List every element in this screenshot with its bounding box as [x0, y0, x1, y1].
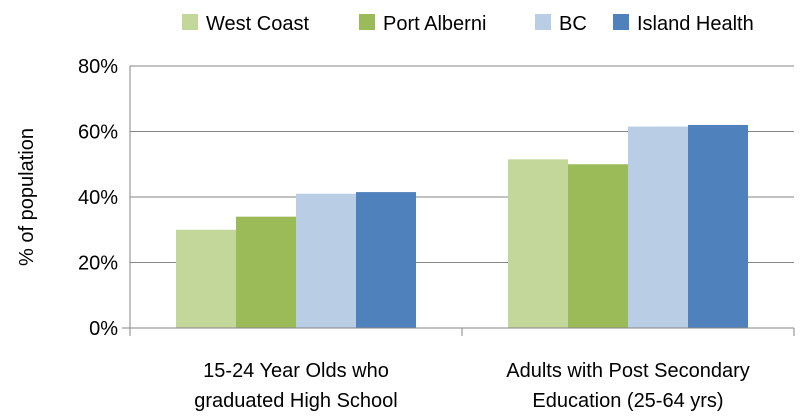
legend-label: BC: [559, 13, 587, 35]
y-tick-label: 60%: [78, 122, 118, 144]
legend-item: West Coast: [182, 13, 309, 35]
legend: West Coast Port Alberni BC Island Health: [182, 13, 754, 35]
legend-item: Port Alberni: [359, 13, 486, 35]
legend-swatch: [613, 14, 629, 30]
bar: [176, 229, 236, 328]
bar: [628, 126, 688, 329]
bar: [688, 124, 748, 328]
y-tick-label: 80%: [78, 56, 118, 78]
bar: [236, 216, 296, 328]
legend-label: Island Health: [637, 13, 754, 35]
x-category-label: Adults with Post Secondary: [506, 360, 749, 382]
legend-item: Island Health: [613, 13, 754, 35]
x-category-label: graduated High School: [194, 390, 397, 412]
y-tick-label: 0%: [89, 318, 118, 340]
legend-item: BC: [535, 13, 587, 35]
legend-label: West Coast: [206, 13, 309, 35]
legend-swatch: [535, 14, 551, 30]
bar: [508, 159, 568, 328]
y-axis: 0% 20% 40% 60% 80%: [78, 56, 131, 340]
legend-swatch: [182, 14, 198, 30]
legend-label: Port Alberni: [383, 13, 486, 35]
y-axis-title: % of population: [16, 128, 38, 266]
x-category-label: 15-24 Year Olds who: [203, 360, 389, 382]
y-tick-label: 40%: [78, 187, 118, 209]
y-tick-label: 20%: [78, 253, 118, 275]
bar: [356, 192, 416, 328]
bar: [296, 193, 356, 328]
bars: [176, 124, 748, 329]
bar: [568, 164, 628, 328]
legend-swatch: [359, 14, 375, 30]
x-category-label: Education (25-64 yrs): [532, 390, 723, 412]
x-axis: 15-24 Year Olds who graduated High School…: [122, 327, 795, 412]
